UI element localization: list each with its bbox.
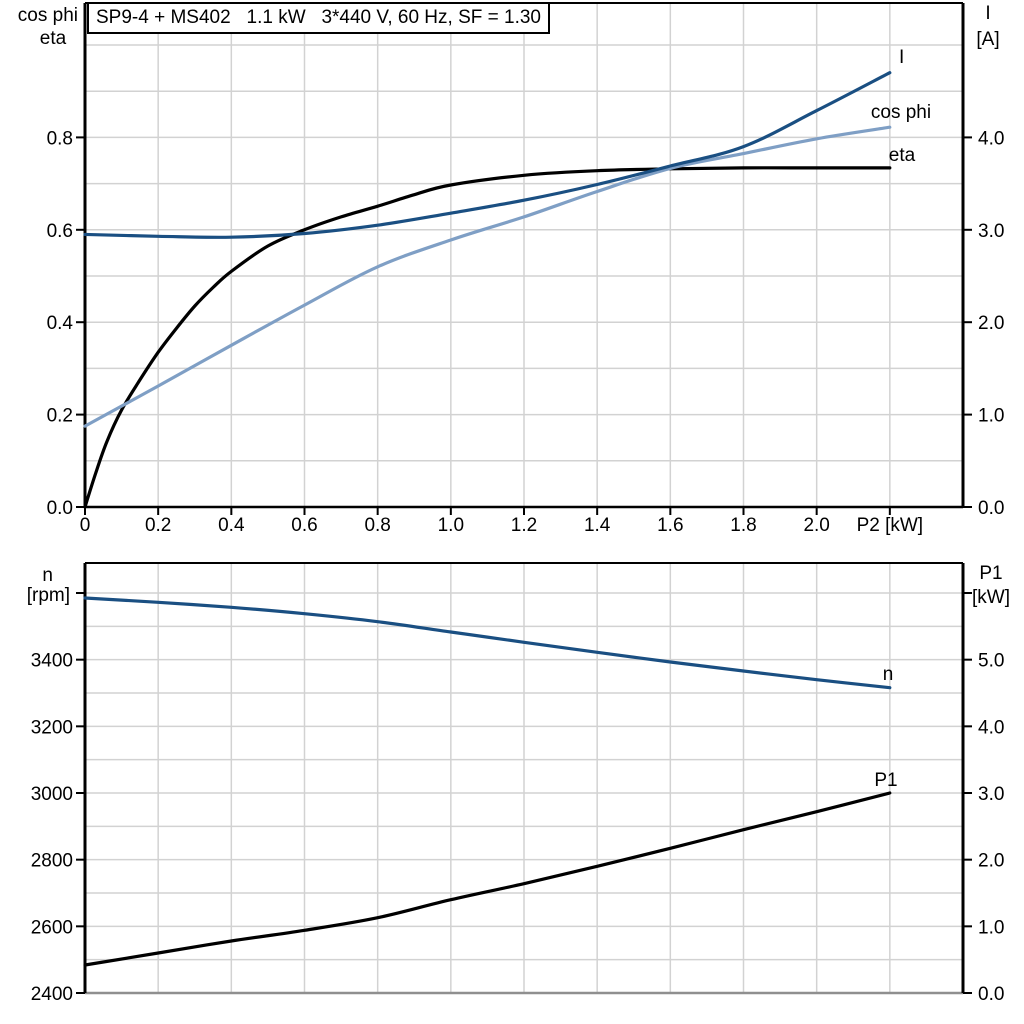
label--kw-: [kW]	[972, 587, 1010, 608]
left-tick-label: 0.6	[47, 221, 73, 242]
x-tick-label: 1.4	[584, 515, 611, 536]
label--a-: [A]	[976, 29, 999, 50]
x-tick-label: 0.6	[291, 515, 317, 536]
right-tick-label: 3.0	[978, 221, 1004, 242]
right-tick-label: 4.0	[978, 128, 1004, 149]
right-tick-label: 0.0	[978, 984, 1004, 1005]
x-tick-label: 1.6	[657, 515, 683, 536]
left-tick-label: 0.2	[47, 406, 73, 427]
right-tick-label: 2.0	[978, 313, 1004, 334]
series-n	[83, 596, 892, 690]
series-eta	[83, 166, 892, 509]
left-tick-label: 2800	[31, 851, 73, 872]
x-tick-label: 0.4	[218, 515, 245, 536]
label-i: I	[985, 3, 990, 24]
x-tick-label: 0.8	[364, 515, 390, 536]
x-tick-label: 1.2	[511, 515, 537, 536]
x-tick-label: P2 [kW]	[857, 515, 924, 536]
series-P1	[83, 791, 892, 967]
series-cos-phi	[83, 125, 892, 428]
label--rpm-: [rpm]	[27, 585, 70, 606]
right-tick-label: 4.0	[978, 717, 1004, 738]
left-tick-label: 0.0	[47, 498, 73, 519]
right-tick-label: 1.0	[978, 406, 1004, 427]
left-tick-label: 2600	[31, 917, 73, 938]
label-eta: eta	[889, 145, 916, 166]
label-cos-phi: cos phi	[18, 5, 78, 26]
left-tick-label: 0.8	[47, 128, 73, 149]
label-i: I	[899, 47, 904, 68]
series-I	[83, 71, 892, 239]
left-tick-label: 3400	[31, 651, 73, 672]
motor-electrical-panel: 0 0.2 0.4 0.6 0.8 1.0 1.2 1.4 1.6 1.8 2.0 P2 [kW] 0.…	[18, 2, 1004, 536]
x-tick-label: 2.0	[803, 515, 829, 536]
label-p1: P1	[874, 770, 897, 791]
left-tick-label: 0.4	[47, 313, 74, 334]
label-n: n	[42, 565, 53, 586]
label-n: n	[883, 664, 894, 685]
label-p1: P1	[979, 563, 1002, 584]
right-tick-label: 3.0	[978, 784, 1004, 805]
left-tick-label: 3000	[31, 784, 73, 805]
speed-power-panel: 2400 2600 2800 3000 3200 3400 0.0 1.0 2.0 3.0 4.0 5…	[27, 562, 1010, 1005]
x-tick-label: 0.2	[145, 515, 171, 536]
x-tick-label: 1.8	[730, 515, 756, 536]
label-cos-phi: cos phi	[871, 102, 931, 123]
right-tick-label: 0.0	[978, 498, 1004, 519]
x-tick-label: 0	[80, 515, 91, 536]
right-tick-label: 5.0	[978, 651, 1004, 672]
chart-title: SP9-4 + MS402 1.1 kW 3*440 V, 60 Hz, SF …	[96, 7, 541, 28]
right-tick-label: 1.0	[978, 917, 1004, 938]
x-tick-label: 1.0	[438, 515, 464, 536]
right-tick-label: 2.0	[978, 851, 1004, 872]
left-tick-label: 2400	[31, 984, 73, 1005]
chart-title-box: SP9-4 + MS402 1.1 kW 3*440 V, 60 Hz, SF …	[87, 2, 550, 34]
label-eta: eta	[40, 28, 67, 49]
left-tick-label: 3200	[31, 717, 73, 738]
